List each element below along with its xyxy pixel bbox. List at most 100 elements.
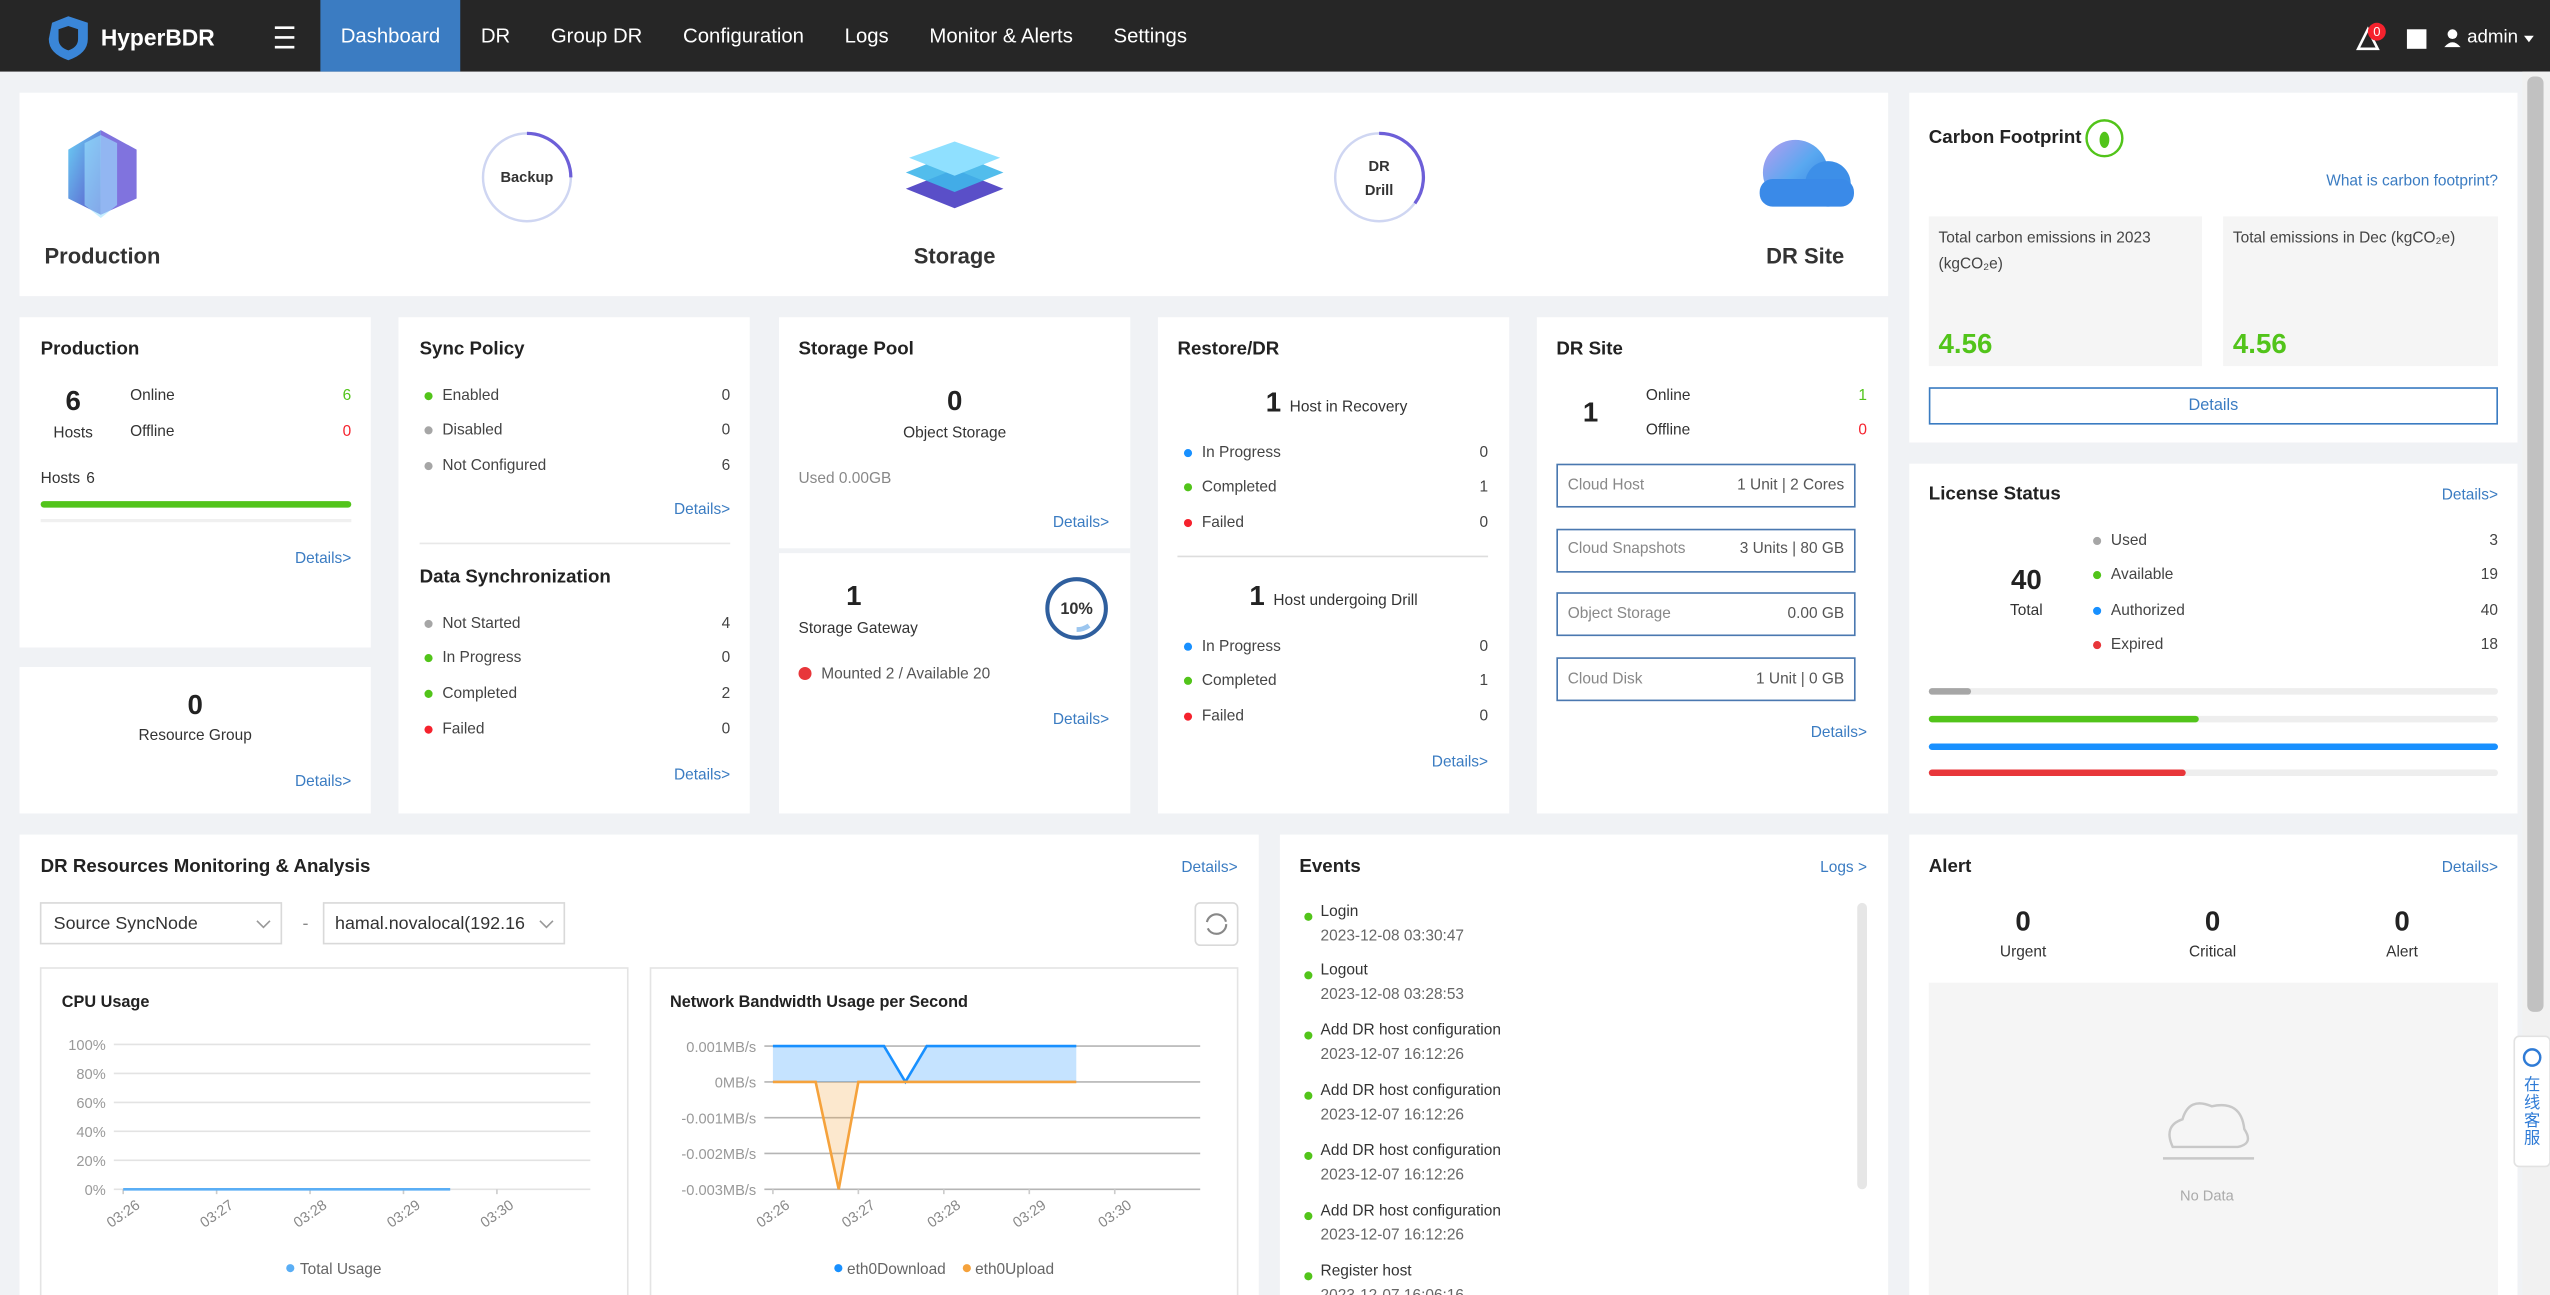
status-label: Failed [1201,706,1244,725]
status-label: Completed [1201,478,1277,497]
status-value: 0 [721,649,731,668]
select-box[interactable] [39,902,283,945]
count-label: Hosts [53,423,93,442]
legend-swatch [833,1264,843,1273]
status-dot [2092,571,2101,580]
nav-item[interactable]: Configuration [683,24,804,48]
count: 0 [946,385,963,417]
count-label: Host in Recovery [1289,397,1408,416]
storage-icon [905,141,1004,209]
language-icon[interactable] [2406,29,2427,49]
status-label: Failed [442,720,485,738]
card-title: Data Synchronization [419,567,611,588]
resource-label: Cloud Host [1567,475,1645,494]
status-label: Available [2110,566,2174,585]
status-dot [1183,448,1192,457]
details-link[interactable]: Details> [295,771,352,790]
details-link[interactable]: Details> [295,549,352,567]
status-dot [423,724,432,734]
user-icon-body [2444,42,2461,48]
bar [1928,742,2498,750]
no-data-icon [2162,1102,2255,1160]
details-link[interactable]: Details> [1431,752,1489,771]
nav-item[interactable]: Group DR [550,24,643,48]
card-title: Production [40,340,140,360]
count: 1 [1582,396,1599,428]
details-link[interactable]: Details> [2441,858,2498,877]
y-tick-label: 80% [76,1067,105,1083]
mount-info: Mounted 2 / Available 20 [821,664,991,683]
nav-item[interactable]: Settings [1113,24,1187,48]
separator: - [302,913,309,934]
details-link[interactable]: Details> [2441,485,2498,504]
bar [40,501,352,508]
select-value: Source SyncNode [53,913,198,934]
card-title: Sync Policy [419,340,525,360]
bar [1928,688,1972,695]
chart-title: CPU Usage [62,993,150,1011]
stat-value: 4.56 [1938,328,1993,360]
details-link[interactable]: Details> [1052,513,1110,532]
nav-item[interactable]: Monitor & Alerts [929,24,1073,48]
count: 40 [2010,564,2042,596]
legend-label[interactable]: Total Usage [299,1260,382,1279]
status-value: 0 [1858,420,1867,439]
resource-box [1556,528,1856,573]
details-link[interactable]: Details> [1181,858,1238,877]
y-tick-label: 0% [85,1183,106,1199]
event-name: Logout [1320,962,1368,981]
status-dot [1303,971,1312,981]
x-tick-label: 03:28 [291,1197,330,1231]
menu-icon[interactable] [274,26,295,49]
event-name: Register host [1320,1262,1412,1281]
stat-value: 4.56 [2232,328,2287,360]
help-link[interactable]: What is carbon footprint? [2326,171,2498,190]
count: 1 [1249,580,1265,612]
select-box[interactable] [322,902,566,945]
nav-item[interactable]: Dashboard [320,0,461,72]
y-tick-label: -0.001MB/s [681,1111,756,1127]
bar-value: 6 [86,469,95,488]
details-link[interactable]: Details> [1052,710,1110,729]
status-label: Online [1645,386,1691,405]
status-label: Completed [1201,671,1277,690]
logo-inner [58,26,79,51]
logs-link[interactable]: Logs > [1820,858,1867,877]
card-title: Carbon Footprint [1928,128,2082,149]
status-label: Used [2110,531,2148,550]
y-tick-label: 0.001MB/s [686,1040,756,1056]
resource-box [1556,592,1856,637]
y-tick-label: 0MB/s [715,1076,756,1092]
x-tick-label: 03:27 [198,1197,237,1231]
x-tick-label: 03:27 [839,1197,878,1231]
card-title: Alert [1928,857,1972,877]
user-name[interactable]: admin [2467,27,2519,48]
nav-item[interactable]: Logs [844,24,889,48]
status-dot [2092,640,2101,650]
usage-label: 10% [1060,600,1093,618]
divider [778,548,1131,554]
resource-label: Cloud Snapshots [1567,540,1686,559]
select-caret [539,920,554,929]
legend-label[interactable]: eth0Download [846,1260,946,1279]
status-value: 18 [2480,636,2498,655]
details-link[interactable]: Details> [1810,723,1867,742]
details-link[interactable]: Details> [673,765,731,784]
event-time: 2023-12-07 16:06:16 [1321,1285,1464,1295]
count: 0 [2015,906,2031,938]
page-scroll-thumb[interactable] [2527,76,2544,1012]
support-widget[interactable] [2513,1035,2550,1168]
details-link[interactable]: Details> [673,500,731,519]
user-caret[interactable] [2524,35,2534,43]
y-tick-label: 40% [76,1125,105,1141]
count-label: Storage Gateway [798,619,918,637]
legend-label[interactable]: eth0Upload [975,1260,1055,1279]
details-button[interactable]: Details [1928,387,2498,425]
nav: Dashboard DR Group DR Configuration Logs Moni… [320,0,1207,72]
refresh-button[interactable] [1194,902,1239,947]
nav-item[interactable]: DR [480,24,511,48]
count-label: Host undergoing Drill [1273,591,1418,610]
usage-ring [1045,577,1108,640]
status-value: 1 [1479,671,1489,690]
support-text[interactable]: 在线客服 [2524,1077,2541,1149]
